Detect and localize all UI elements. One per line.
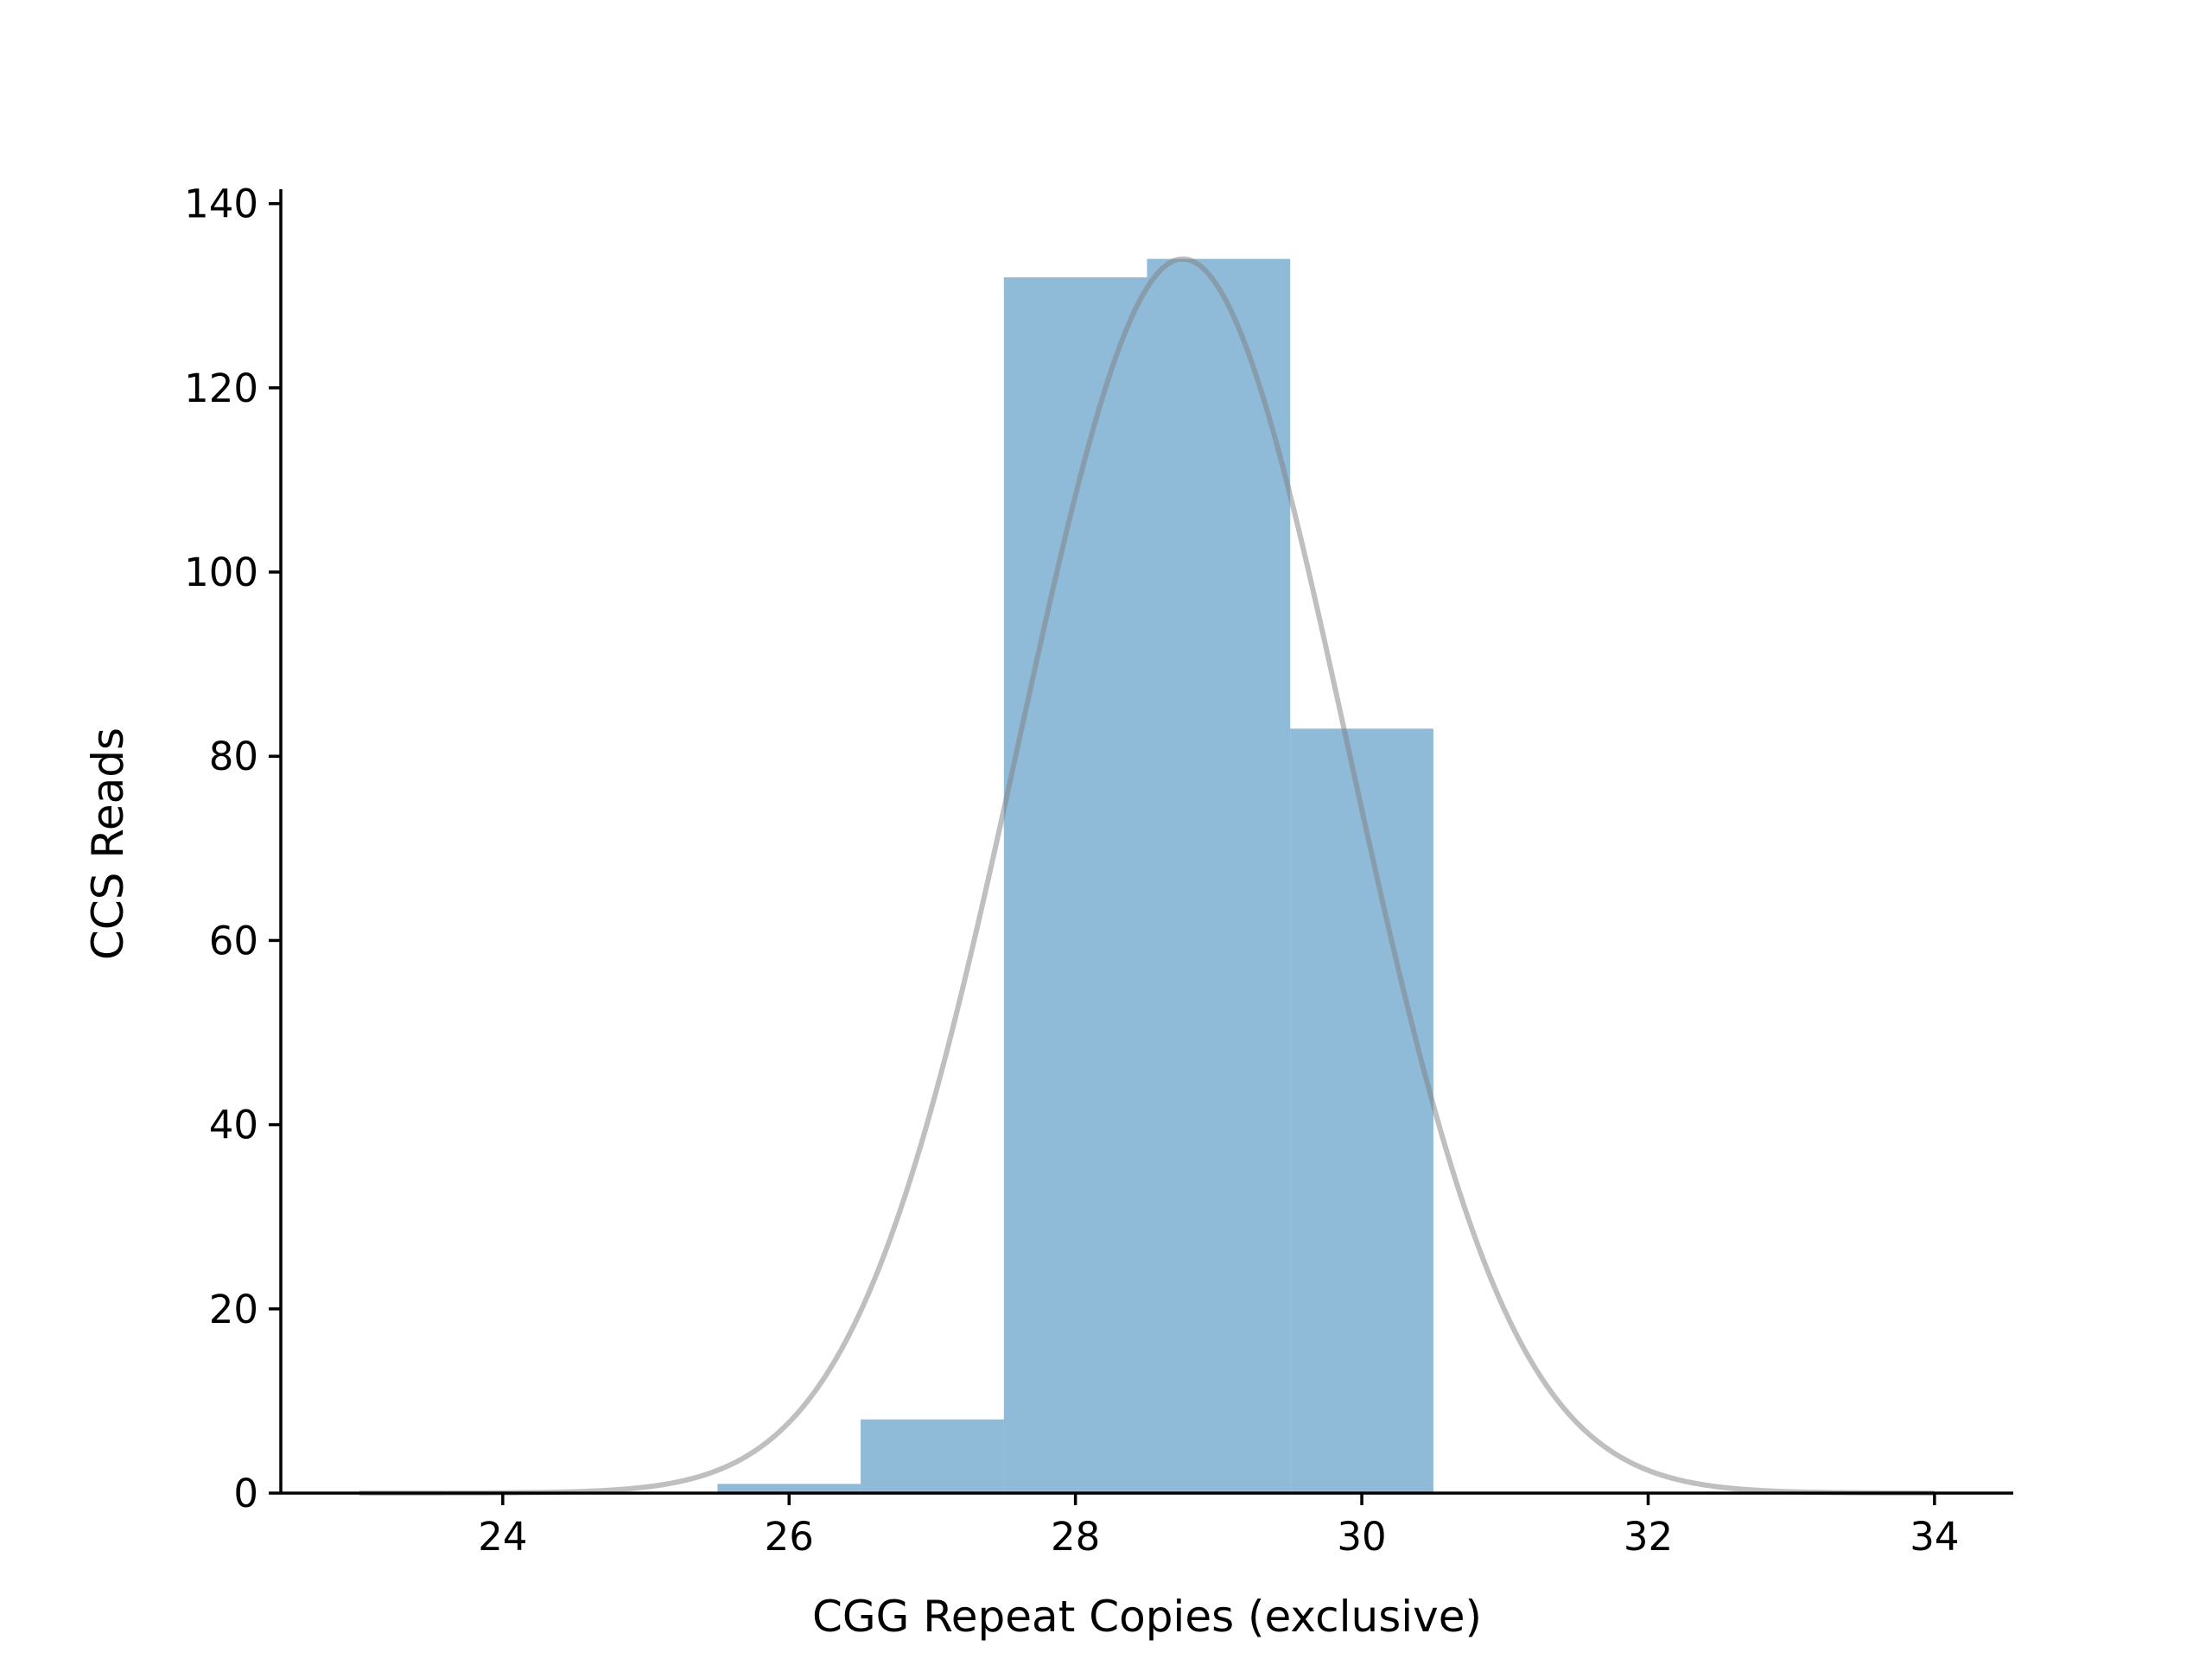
histogram-bar-4 bbox=[1290, 728, 1433, 1493]
histogram-bar-3 bbox=[1147, 258, 1291, 1493]
y-axis-label: CCS Reads bbox=[83, 728, 133, 960]
histogram-bar-1 bbox=[861, 1419, 1004, 1493]
x-tick-label: 26 bbox=[765, 1514, 814, 1560]
y-tick-label: 140 bbox=[184, 181, 258, 227]
x-tick-label: 34 bbox=[1910, 1514, 1959, 1560]
axes bbox=[279, 189, 2013, 1495]
y-ticks: 0 20 40 60 80 100 120 140 bbox=[184, 181, 281, 1516]
y-tick-label: 20 bbox=[209, 1287, 258, 1332]
y-tick-label: 40 bbox=[209, 1103, 258, 1148]
x-ticks: 24 26 28 30 32 34 bbox=[478, 1493, 1959, 1560]
x-tick-label: 24 bbox=[478, 1514, 527, 1560]
y-tick-label: 60 bbox=[209, 918, 258, 963]
histogram-bars bbox=[717, 258, 1433, 1493]
y-tick-label: 80 bbox=[209, 734, 258, 779]
histogram-bar-0 bbox=[717, 1484, 861, 1493]
y-tick-label: 120 bbox=[184, 365, 258, 411]
x-tick-label: 28 bbox=[1051, 1514, 1100, 1560]
x-tick-label: 30 bbox=[1337, 1514, 1386, 1560]
histogram-bar-2 bbox=[1003, 276, 1147, 1493]
gaussian-fit-curve bbox=[359, 256, 1935, 1496]
x-tick-label: 32 bbox=[1624, 1514, 1673, 1560]
x-axis-label: CGG Repeat Copies (exclusive) bbox=[812, 1592, 1482, 1642]
y-tick-label: 100 bbox=[184, 550, 258, 595]
y-tick-label: 0 bbox=[233, 1471, 258, 1516]
